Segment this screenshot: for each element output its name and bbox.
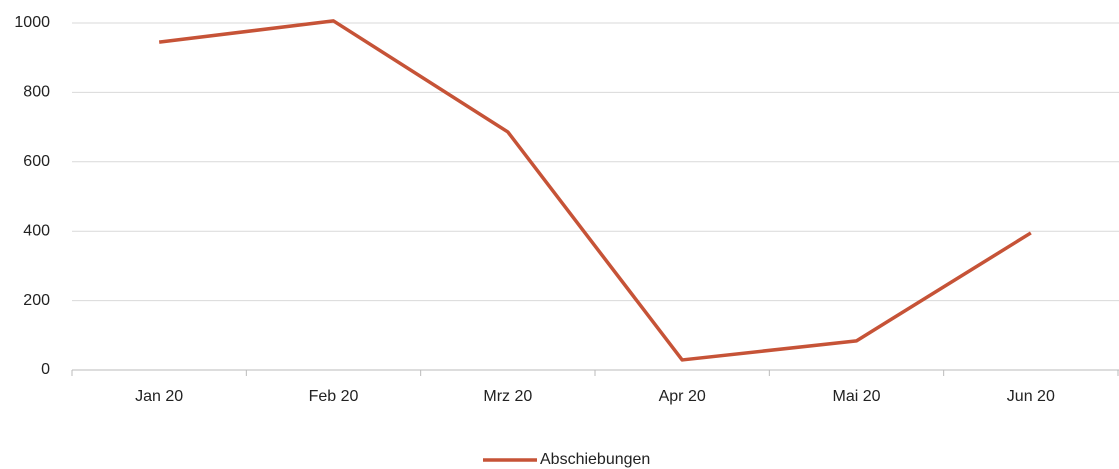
- y-tick-label: 1000: [14, 14, 50, 31]
- y-tick-label: 200: [23, 292, 50, 309]
- y-tick-label: 0: [41, 361, 50, 378]
- y-tick-label: 600: [23, 153, 50, 170]
- y-tick-label: 800: [23, 84, 50, 101]
- x-tick-label: Mai 20: [832, 388, 880, 405]
- x-tick-label: Apr 20: [659, 388, 706, 405]
- y-tick-label: 400: [23, 222, 50, 239]
- x-tick-label: Feb 20: [309, 388, 359, 405]
- legend-label: Abschiebungen: [540, 451, 650, 468]
- x-tick-label: Mrz 20: [483, 388, 532, 405]
- line-series: [158, 19, 1032, 362]
- x-tick-label: Jun 20: [1007, 388, 1055, 405]
- x-tick-label: Jan 20: [135, 388, 183, 405]
